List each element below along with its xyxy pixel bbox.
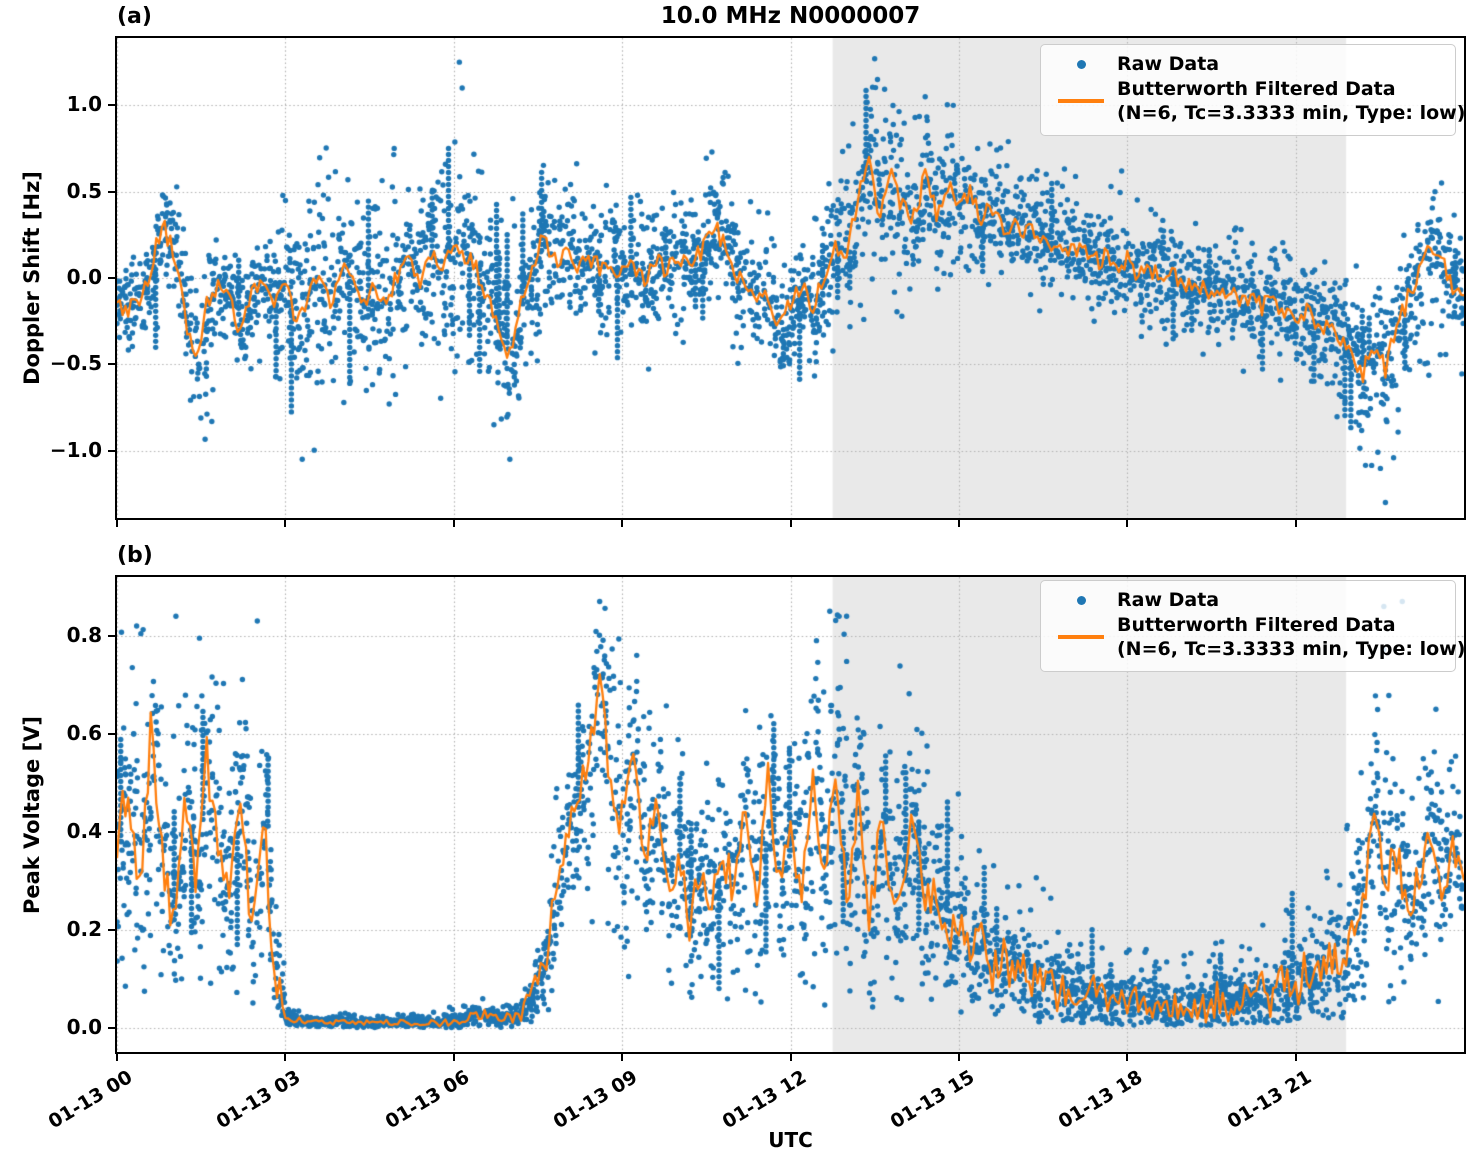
y-tick-mark — [108, 732, 117, 735]
panel-b-tag: (b) — [117, 543, 153, 568]
x-tick-mark — [789, 1052, 792, 1061]
raw-data-marker-icon — [1045, 59, 1117, 69]
y-tick-mark — [108, 363, 117, 366]
legend-filtered-label: Butterworth Filtered Data (N=6, Tc=3.333… — [1117, 613, 1466, 661]
legend-filtered-label: Butterworth Filtered Data (N=6, Tc=3.333… — [1117, 77, 1466, 125]
y-tick-mark — [108, 190, 117, 193]
x-tick-label: 01-13 12 — [718, 1066, 810, 1134]
panel-a-legend: Raw Data Butterworth Filtered Data (N=6,… — [1040, 44, 1465, 137]
x-tick-mark — [116, 518, 118, 527]
x-axis-label: UTC — [768, 1128, 813, 1152]
legend-filtered-row: Butterworth Filtered Data (N=6, Tc=3.333… — [1045, 77, 1465, 126]
x-tick-mark — [1294, 518, 1297, 527]
x-tick-mark — [1126, 1052, 1129, 1061]
y-tick-label: 0.5 — [66, 178, 102, 203]
y-tick-label: 0.4 — [66, 818, 102, 843]
x-tick-mark — [116, 1052, 118, 1061]
x-tick-label: 01-13 06 — [381, 1066, 474, 1134]
x-tick-mark — [1126, 518, 1129, 527]
y-tick-label: 0.2 — [66, 916, 102, 941]
x-tick-mark — [789, 518, 792, 527]
legend-raw-label: Raw Data — [1117, 589, 1220, 611]
x-tick-label: 01-13 00 — [44, 1066, 137, 1134]
x-tick-mark — [452, 1052, 455, 1061]
x-tick-mark — [957, 518, 960, 527]
x-tick-mark — [284, 518, 287, 527]
y-tick-mark — [108, 277, 117, 279]
y-tick-mark — [108, 928, 117, 931]
y-tick-mark — [108, 634, 117, 637]
x-tick-mark — [621, 518, 624, 527]
y-tick-label: 0.8 — [66, 622, 102, 647]
y-tick-mark — [108, 1026, 117, 1029]
figure-title: 10.0 MHz N0000007 — [660, 3, 921, 29]
x-tick-mark — [1294, 1052, 1297, 1061]
y-tick-label: 0.6 — [66, 720, 102, 745]
x-tick-label: 01-13 09 — [549, 1066, 642, 1134]
x-tick-mark — [452, 518, 455, 527]
y-tick-label: −1.0 — [49, 437, 102, 462]
raw-data-marker-icon — [1045, 595, 1117, 605]
filtered-line-marker-icon — [1045, 99, 1117, 104]
y-tick-label: 0.0 — [66, 265, 102, 289]
legend-raw-row: Raw Data — [1045, 588, 1447, 613]
x-tick-mark — [957, 1052, 960, 1061]
filtered-line-marker-icon — [1045, 635, 1117, 640]
y-tick-mark — [108, 449, 117, 452]
legend-raw-row: Raw Data — [1045, 52, 1447, 77]
legend-filtered-row: Butterworth Filtered Data (N=6, Tc=3.333… — [1045, 613, 1465, 662]
x-tick-label: 01-13 15 — [886, 1066, 979, 1134]
x-tick-mark — [621, 1052, 624, 1061]
y-tick-label: 0.0 — [66, 1014, 102, 1039]
y-tick-label: −0.5 — [49, 351, 102, 376]
x-tick-label: 01-13 03 — [212, 1066, 305, 1134]
panel-b-legend: Raw Data Butterworth Filtered Data (N=6,… — [1040, 580, 1465, 673]
panel-b-ylabel: Peak Voltage [V] — [20, 715, 44, 915]
x-tick-label: 01-13 21 — [1223, 1066, 1315, 1134]
y-tick-mark — [108, 830, 117, 833]
y-tick-label: 1.0 — [66, 92, 102, 117]
x-tick-mark — [284, 1052, 287, 1061]
x-tick-label: 01-13 18 — [1054, 1066, 1147, 1134]
legend-raw-label: Raw Data — [1117, 53, 1220, 75]
panel-a-tag: (a) — [117, 4, 152, 29]
y-tick-mark — [108, 104, 117, 107]
